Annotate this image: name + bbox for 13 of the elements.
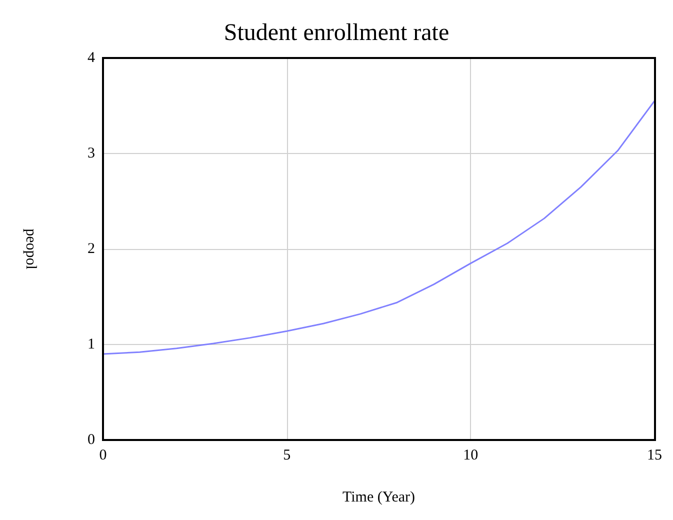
y-tick-label: 0 <box>88 432 95 448</box>
y-tick-label: 3 <box>88 146 95 162</box>
x-tick-label: 0 <box>99 448 107 464</box>
x-tick-label: 10 <box>463 448 478 464</box>
y-tick-label: 4 <box>88 50 96 66</box>
y-axis-title: peopol <box>22 228 38 270</box>
x-tick-label: 5 <box>283 448 291 464</box>
y-tick-label: 1 <box>88 336 95 352</box>
x-tick-label: 15 <box>647 448 662 464</box>
y-tick-label: 2 <box>88 241 95 257</box>
chart-title: Student enrollment rate <box>224 20 450 46</box>
line-series <box>102 100 656 355</box>
x-axis-title: Time (Year) <box>342 490 416 506</box>
